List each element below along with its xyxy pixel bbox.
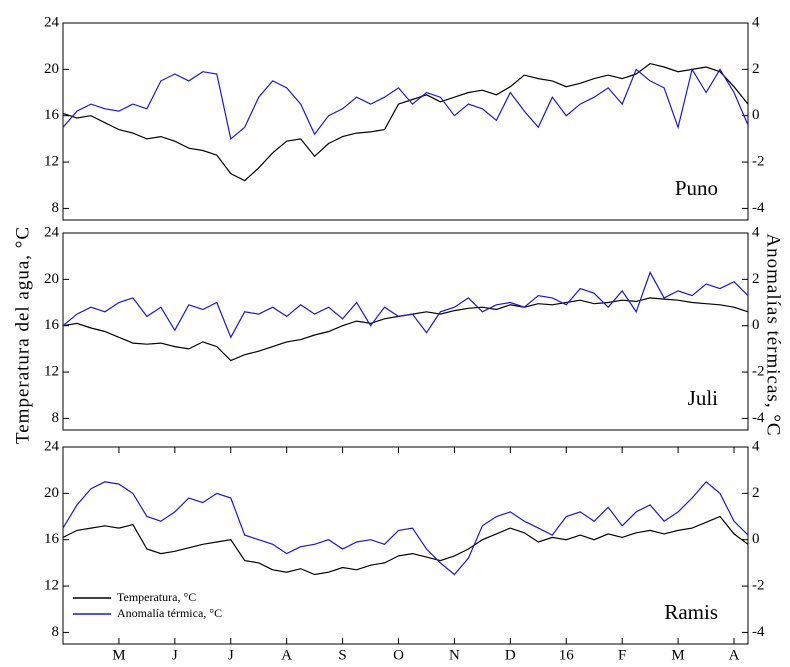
y-tick-label: 24: [44, 224, 60, 240]
y-tick-label: 8: [52, 410, 60, 426]
x-tick-label: N: [449, 647, 460, 663]
y2-tick-label: 4: [752, 14, 760, 30]
y2-tick-label: 2: [752, 271, 760, 287]
y-tick-label: 16: [44, 531, 60, 547]
y2-tick-label: -4: [752, 200, 765, 216]
plot-frame: [62, 22, 749, 221]
y2-tick-label: 2: [752, 61, 760, 77]
y2-tick-label: -4: [752, 624, 765, 640]
y-tick-label: 12: [44, 363, 59, 379]
y-tick-label: 16: [44, 107, 60, 123]
y-tick-label: 24: [44, 438, 60, 454]
plot-frame: [62, 232, 749, 431]
x-tick-label: O: [393, 647, 404, 663]
y-tick-label: 24: [44, 14, 60, 30]
annotation: Ramis: [664, 600, 718, 624]
plot-frame: [62, 446, 749, 645]
legend-label: Anomalía térmica, °C: [117, 606, 222, 620]
y2-tick-label: 0: [752, 107, 760, 123]
x-tick-label: J: [172, 647, 178, 663]
y2-axis-label: Anomalías térmicas, °C: [763, 233, 784, 436]
annotation: Puno: [675, 176, 718, 200]
y-tick-label: 20: [44, 61, 59, 77]
x-tick-label: J: [228, 647, 234, 663]
annotation: Juli: [688, 386, 719, 410]
x-tick-label: M: [671, 647, 684, 663]
y2-tick-label: -2: [752, 153, 765, 169]
series-line: [62, 270, 749, 339]
y-tick-label: 12: [44, 153, 59, 169]
x-tick-label: A: [281, 647, 292, 663]
y2-tick-label: 0: [752, 531, 760, 547]
x-tick-label: A: [729, 647, 740, 663]
series-line: [62, 62, 749, 182]
y-axis-label: Temperatura del agua, °C: [12, 226, 33, 444]
series-line: [62, 67, 749, 140]
y-tick-label: 12: [44, 577, 59, 593]
legend-label: Temperatura, °C: [117, 590, 196, 604]
y-tick-label: 8: [52, 624, 60, 640]
x-tick-label: D: [505, 647, 516, 663]
y2-tick-label: 0: [752, 317, 760, 333]
x-tick-label: 16: [559, 647, 575, 663]
y-tick-label: 20: [44, 271, 59, 287]
series-line: [62, 297, 749, 362]
y2-tick-label: -2: [752, 577, 765, 593]
y2-tick-label: -2: [752, 363, 765, 379]
y-tick-label: 8: [52, 200, 60, 216]
y2-tick-label: 2: [752, 485, 760, 501]
y-tick-label: 20: [44, 485, 59, 501]
series-line: [62, 480, 749, 576]
y2-tick-label: 4: [752, 224, 760, 240]
x-tick-label: F: [618, 647, 626, 663]
y-tick-label: 16: [44, 317, 60, 333]
series-line: [62, 515, 749, 576]
x-tick-label: M: [112, 647, 125, 663]
x-tick-label: S: [338, 647, 346, 663]
y2-tick-label: -4: [752, 410, 765, 426]
y2-tick-label: 4: [752, 438, 760, 454]
